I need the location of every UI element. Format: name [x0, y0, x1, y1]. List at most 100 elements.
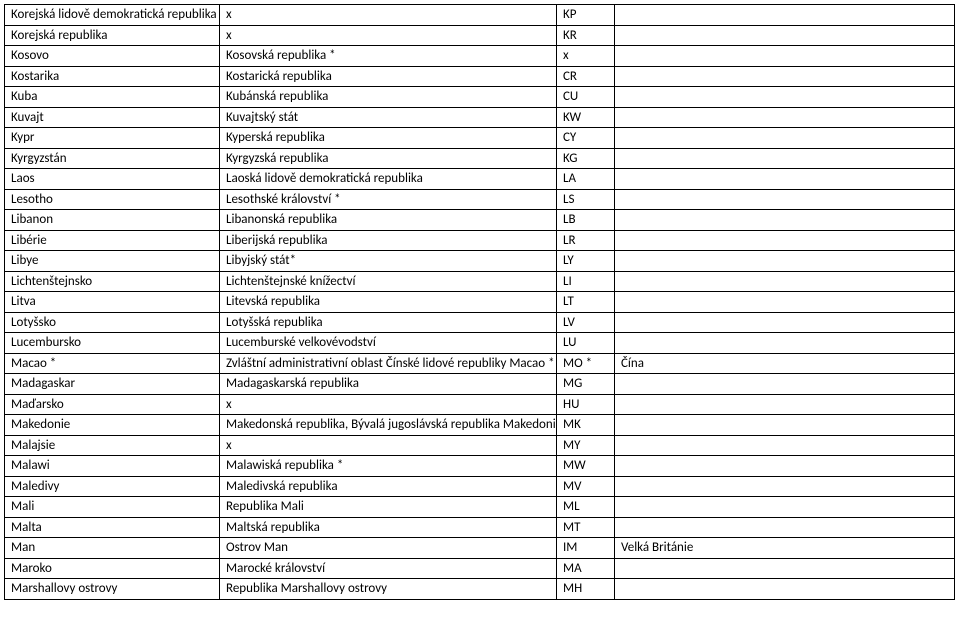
cell-name: Mali: [5, 497, 220, 518]
cell-official_name: Kostarická republika: [220, 66, 557, 87]
cell-code: LY: [557, 251, 615, 272]
cell-note: [615, 476, 955, 497]
cell-official_name: Lichtenštejnské knížectví: [220, 271, 557, 292]
cell-official_name: Republika Marshallovy ostrovy: [220, 579, 557, 600]
cell-note: [615, 374, 955, 395]
table-row: LibanonLibanonská republikaLB: [5, 210, 955, 231]
cell-official_name: Lesothské království *: [220, 189, 557, 210]
cell-code: ML: [557, 497, 615, 518]
cell-name: Kyrgyzstán: [5, 148, 220, 169]
cell-name: Litva: [5, 292, 220, 313]
cell-code: LA: [557, 169, 615, 190]
table-row: KubaKubánská republikaCU: [5, 87, 955, 108]
cell-note: [615, 292, 955, 313]
cell-official_name: Zvláštní administrativní oblast Čínské l…: [220, 353, 557, 374]
cell-official_name: Kubánská republika: [220, 87, 557, 108]
cell-name: Kosovo: [5, 46, 220, 67]
cell-name: Maledivy: [5, 476, 220, 497]
table-row: LotyšskoLotyšská republikaLV: [5, 312, 955, 333]
table-row: LibérieLiberijská republikaLR: [5, 230, 955, 251]
cell-code: LV: [557, 312, 615, 333]
cell-name: Malajsie: [5, 435, 220, 456]
cell-code: LU: [557, 333, 615, 354]
cell-official_name: x: [220, 435, 557, 456]
cell-code: MY: [557, 435, 615, 456]
table-row: LibyeLibyjský stát*LY: [5, 251, 955, 272]
cell-note: [615, 107, 955, 128]
cell-name: Malawi: [5, 456, 220, 477]
cell-name: Marshallovy ostrovy: [5, 579, 220, 600]
cell-note: [615, 456, 955, 477]
cell-official_name: Kyrgyzská republika: [220, 148, 557, 169]
country-table: Korejská lidově demokratická republikaxK…: [4, 4, 955, 600]
cell-official_name: Madagaskarská republika: [220, 374, 557, 395]
table-row: KyrgyzstánKyrgyzská republikaKG: [5, 148, 955, 169]
cell-name: Kuba: [5, 87, 220, 108]
cell-code: MV: [557, 476, 615, 497]
table-row: LaosLaoská lidově demokratická republika…: [5, 169, 955, 190]
cell-code: MH: [557, 579, 615, 600]
cell-note: [615, 230, 955, 251]
cell-code: KG: [557, 148, 615, 169]
cell-official_name: Litevská republika: [220, 292, 557, 313]
cell-note: Čína: [615, 353, 955, 374]
cell-official_name: Makedonská republika, Bývalá jugoslávská…: [220, 415, 557, 436]
cell-code: MO *: [557, 353, 615, 374]
cell-note: [615, 558, 955, 579]
cell-note: [615, 66, 955, 87]
cell-code: x: [557, 46, 615, 67]
cell-name: Lichtenštejnsko: [5, 271, 220, 292]
table-row: MadagaskarMadagaskarská republikaMG: [5, 374, 955, 395]
table-row: MaltaMaltská republikaMT: [5, 517, 955, 538]
cell-note: [615, 25, 955, 46]
cell-official_name: x: [220, 25, 557, 46]
cell-note: [615, 517, 955, 538]
cell-code: MT: [557, 517, 615, 538]
cell-official_name: Libyjský stát*: [220, 251, 557, 272]
cell-note: [615, 394, 955, 415]
cell-code: MK: [557, 415, 615, 436]
cell-code: CU: [557, 87, 615, 108]
cell-note: [615, 169, 955, 190]
cell-name: Makedonie: [5, 415, 220, 436]
cell-note: [615, 210, 955, 231]
cell-note: [615, 333, 955, 354]
cell-code: KW: [557, 107, 615, 128]
cell-code: CR: [557, 66, 615, 87]
cell-code: MG: [557, 374, 615, 395]
table-row: Korejská republikaxKR: [5, 25, 955, 46]
cell-name: Madagaskar: [5, 374, 220, 395]
table-row: KyprKyperská republikaCY: [5, 128, 955, 149]
table-row: MalajsiexMY: [5, 435, 955, 456]
cell-note: [615, 251, 955, 272]
cell-note: [615, 5, 955, 26]
cell-note: [615, 189, 955, 210]
cell-note: [615, 128, 955, 149]
cell-code: KR: [557, 25, 615, 46]
cell-note: [615, 312, 955, 333]
table-row: KuvajtKuvajtský státKW: [5, 107, 955, 128]
table-row: Korejská lidově demokratická republikaxK…: [5, 5, 955, 26]
cell-note: [615, 148, 955, 169]
cell-code: KP: [557, 5, 615, 26]
cell-name: Libye: [5, 251, 220, 272]
cell-name: Malta: [5, 517, 220, 538]
cell-code: LI: [557, 271, 615, 292]
cell-official_name: Marocké království: [220, 558, 557, 579]
cell-note: [615, 579, 955, 600]
table-row: MarokoMarocké královstvíMA: [5, 558, 955, 579]
cell-code: LS: [557, 189, 615, 210]
table-row: ManOstrov ManIMVelká Británie: [5, 538, 955, 559]
cell-official_name: Maledivská republika: [220, 476, 557, 497]
cell-note: [615, 435, 955, 456]
table-row: MaliRepublika MaliML: [5, 497, 955, 518]
cell-code: HU: [557, 394, 615, 415]
cell-name: Man: [5, 538, 220, 559]
cell-code: MW: [557, 456, 615, 477]
table-row: KosovoKosovská republika *x: [5, 46, 955, 67]
cell-official_name: Liberijská republika: [220, 230, 557, 251]
cell-official_name: Laoská lidově demokratická republika: [220, 169, 557, 190]
cell-note: [615, 497, 955, 518]
cell-name: Macao *: [5, 353, 220, 374]
cell-official_name: Kuvajtský stát: [220, 107, 557, 128]
